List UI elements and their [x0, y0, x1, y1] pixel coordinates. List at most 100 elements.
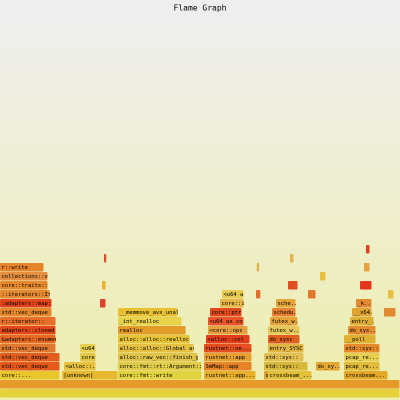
frame: do_sysc — [268, 335, 300, 344]
frame-bar — [344, 353, 380, 362]
frame: <core::ops — [208, 326, 248, 335]
frame-bar — [388, 290, 394, 299]
frame-bar — [344, 344, 380, 353]
frame — [0, 380, 400, 389]
frame-label: std::sys:: — [266, 355, 299, 361]
frame: realloc — [118, 326, 186, 335]
frame-label: rustnet::app... — [206, 373, 256, 379]
frame-bar — [320, 272, 326, 281]
frame-label: core::fmt::rt::Argument::f — [120, 364, 206, 370]
frame-bar — [102, 281, 106, 290]
frame-bar — [264, 362, 308, 371]
frame-bar — [0, 281, 48, 290]
frame-label: :adapters::map::Ma — [2, 301, 62, 307]
frame-label: entry_SYSC — [270, 346, 303, 352]
frame-label: [unknown] — [64, 373, 94, 379]
frame — [256, 263, 260, 272]
frame-label: core::... — [2, 373, 32, 379]
frame-bar — [0, 371, 60, 380]
frame-label: rustnet::app — [206, 355, 246, 361]
frame: sche.. — [276, 299, 298, 308]
frame-bar — [264, 353, 304, 362]
frame: entry_... — [350, 317, 374, 326]
frame-label: std::vec_deque — [2, 310, 48, 316]
frame: &adapters::enumera — [0, 335, 56, 344]
frame: ::iterators::Iterat — [0, 290, 65, 299]
frame-bar — [208, 317, 244, 326]
frame — [388, 290, 394, 299]
frame-bar — [118, 362, 202, 371]
frame-label: adapters::cloned — [2, 328, 55, 334]
frame — [384, 308, 396, 317]
frame-bar — [118, 317, 182, 326]
frame: core::fmt::write — [118, 371, 202, 380]
frame-bar — [0, 353, 60, 362]
frame-bar — [118, 353, 198, 362]
frame: core — [80, 353, 96, 362]
frame-bar — [256, 290, 261, 299]
frame: do_sy... — [316, 362, 345, 371]
frame-bar — [366, 245, 370, 254]
frame-bar — [290, 254, 294, 263]
frame: pcap_re... — [344, 362, 380, 371]
frame: collections::ve — [0, 272, 48, 281]
frame-label: ::iterators::Iterat — [2, 292, 65, 298]
frame-bar — [100, 299, 106, 308]
frame-bar — [268, 371, 312, 380]
frame: _k... — [356, 299, 375, 308]
frame-bar — [0, 335, 56, 344]
frame: core::... — [0, 371, 60, 380]
frame-label: <u64 — [82, 346, 96, 352]
frame-label: _k... — [358, 301, 375, 307]
frame-bar — [204, 344, 252, 353]
frame-label: schedu.. — [274, 310, 301, 316]
frame — [366, 245, 370, 254]
frame-bar — [0, 326, 56, 335]
frame-bar — [204, 362, 252, 371]
frame — [288, 281, 298, 290]
frame-bar — [80, 344, 96, 353]
frame: <alloc::col — [206, 335, 250, 344]
frame: entry_SYSC — [268, 344, 304, 353]
frame: do_sys... — [348, 326, 376, 335]
frame: rustnet::app... — [204, 371, 256, 380]
frame-bar — [222, 290, 244, 299]
frame-bar — [208, 326, 248, 335]
frame: std::vec_deque — [0, 362, 60, 371]
frame-label: core — [82, 355, 95, 361]
chart-title: Flame Graph — [174, 4, 227, 13]
frame — [360, 281, 372, 290]
frame-label: std::sys:: — [266, 364, 299, 370]
frame-label: sche.. — [278, 301, 298, 307]
frame-label: do_sysc — [270, 337, 293, 343]
frame — [102, 281, 106, 290]
frame-bar — [62, 371, 118, 380]
frame: std::vec_deque — [0, 308, 52, 317]
frame-bar — [0, 263, 44, 272]
frame-label: core::it — [222, 301, 249, 307]
frame-label: r::write — [2, 265, 29, 271]
frame-bar — [210, 308, 242, 317]
frame-label: core::traits::it — [2, 283, 55, 289]
frame-bar — [0, 299, 52, 308]
frame-label: alloc::alloc::Global as c — [120, 346, 203, 352]
frame-bar — [356, 299, 372, 308]
frame: SmMap::app — [204, 362, 252, 371]
frame: r::write — [0, 263, 44, 272]
frame — [320, 272, 326, 281]
frame: _int_realloc — [118, 317, 182, 326]
frame-label: <core::ops — [210, 328, 243, 334]
frame-label: do_sy... — [318, 364, 345, 370]
frame-label: crossbeam_... — [270, 373, 313, 379]
frame-label: <alloc::... — [66, 364, 102, 370]
frame: [unknown] — [62, 371, 118, 380]
frame-bar — [118, 308, 178, 317]
frame-label: alloc::raw_vec::finish_grow — [120, 355, 210, 361]
frame-label: pcap_re... — [346, 355, 379, 361]
frame-label: realloc — [120, 328, 143, 334]
frame-bar — [344, 362, 380, 371]
frame: :adapters::map::Ma — [0, 299, 62, 308]
frame: schedu.. — [272, 308, 301, 317]
frame-label: std::vec_deque — [2, 364, 48, 370]
